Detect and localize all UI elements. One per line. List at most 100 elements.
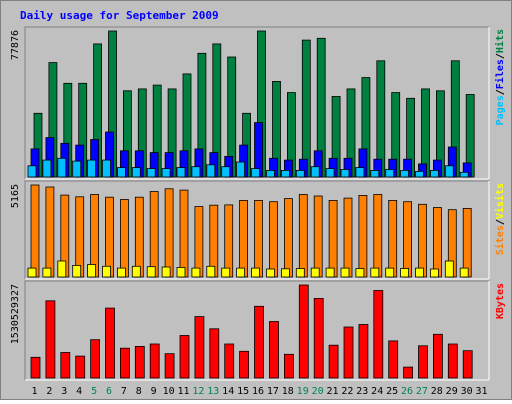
series-pages [27, 157, 469, 178]
bar-visits-15 [239, 199, 249, 278]
hits-files-pages-ymax-label: 77876 [10, 30, 21, 60]
bar-sites-5 [87, 264, 96, 278]
bar-sites-25 [385, 267, 395, 278]
x-axis-labels: 1 2 3 4 5 6 7 8 9 10 11 12 13 14 15 16 17 18 19 20 21 22 23 24 2… [31, 386, 487, 397]
x-label-day-30: 30 [461, 386, 473, 397]
bar-kbytes-19 [298, 284, 309, 379]
legend-item-sites: Sites [494, 225, 506, 255]
series-kbytes [30, 284, 473, 379]
bar-kbytes-28 [432, 333, 443, 379]
bar-kbytes-17 [269, 321, 279, 379]
bar-sites-24 [370, 267, 380, 278]
bar-pages-29 [444, 165, 454, 178]
bar-kbytes-15 [239, 350, 250, 379]
x-label-day-12: 12 [192, 386, 204, 397]
bar-pages-14 [221, 166, 231, 178]
bar-visits-17 [269, 201, 278, 278]
bar-kbytes-10 [164, 353, 175, 379]
bar-kbytes-21 [328, 344, 339, 379]
bar-visits-1 [30, 184, 40, 278]
bar-visits-2 [45, 186, 55, 278]
bar-kbytes-7 [120, 347, 130, 379]
bar-kbytes-5 [90, 339, 100, 379]
x-label-day-15: 15 [237, 386, 249, 397]
bar-kbytes-30 [462, 350, 473, 379]
x-label-day-24: 24 [371, 386, 383, 397]
bar-pages-22 [340, 169, 350, 178]
bar-kbytes-14 [224, 343, 235, 379]
legend-item-slash: / [495, 219, 506, 225]
x-label-day-25: 25 [386, 386, 398, 397]
x-label-day-20: 20 [312, 386, 324, 397]
bar-sites-18 [280, 268, 290, 278]
bar-pages-4 [72, 160, 82, 178]
x-label-day-7: 7 [121, 386, 127, 397]
legend-item-hits: Hits [494, 29, 506, 53]
bar-visits-27 [418, 203, 427, 278]
bar-pages-18 [280, 169, 290, 178]
x-label-day-19: 19 [297, 386, 309, 397]
bar-pages-2 [42, 159, 52, 178]
x-label-day-27: 27 [416, 386, 428, 397]
x-label-day-16: 16 [252, 386, 264, 397]
bar-sites-4 [72, 264, 82, 278]
bar-visits-21 [328, 199, 338, 278]
bar-sites-15 [236, 267, 246, 278]
bar-visits-19 [298, 194, 308, 278]
bar-sites-1 [27, 267, 37, 278]
kbytes-ymax-label: 1530529327 [10, 284, 21, 344]
legend-item-files: Files [494, 59, 506, 89]
chart-panels: 77876Pages/Files/Hits5165Sites/Visits153… [10, 26, 506, 381]
bar-pages-11 [176, 167, 186, 178]
bar-sites-13 [206, 265, 216, 278]
bar-kbytes-18 [283, 353, 294, 379]
bar-kbytes-20 [313, 297, 324, 379]
bar-visits-14 [224, 204, 234, 278]
bar-pages-16 [251, 168, 260, 178]
x-label-day-17: 17 [267, 386, 279, 397]
series-visits [30, 184, 472, 278]
bar-kbytes-4 [75, 355, 86, 379]
bar-kbytes-11 [179, 335, 190, 379]
bar-sites-16 [251, 267, 260, 278]
bar-sites-20 [310, 267, 320, 278]
bar-pages-28 [429, 169, 439, 178]
x-label-day-5: 5 [91, 386, 97, 397]
bar-visits-8 [134, 196, 144, 278]
bar-pages-25 [385, 169, 395, 178]
bar-kbytes-3 [60, 352, 71, 379]
bar-kbytes-22 [343, 326, 354, 379]
bar-pages-5 [87, 159, 96, 178]
x-label-day-22: 22 [341, 386, 353, 397]
bar-kbytes-13 [209, 328, 220, 379]
bar-kbytes-9 [149, 343, 160, 379]
bar-kbytes-27 [418, 345, 428, 379]
bar-sites-8 [131, 265, 141, 278]
bar-visits-10 [164, 188, 174, 278]
x-label-day-28: 28 [431, 386, 443, 397]
x-label-day-1: 1 [31, 386, 37, 397]
bar-visits-7 [120, 199, 129, 278]
bar-visits-11 [179, 189, 189, 278]
bar-visits-30 [462, 207, 472, 278]
bar-visits-26 [403, 201, 413, 278]
bar-sites-21 [325, 267, 335, 278]
bar-pages-12 [191, 166, 201, 178]
x-label-day-31: 31 [475, 386, 487, 397]
bar-sites-17 [266, 268, 275, 278]
legend-item-visits: Visits [494, 183, 506, 219]
kbytes-panel: 1530529327 KBytes [10, 280, 506, 381]
x-label-day-9: 9 [151, 386, 157, 397]
chart-title: Daily usage for September 2009 [20, 9, 219, 22]
x-label-day-6: 6 [106, 386, 112, 397]
bar-pages-21 [325, 168, 335, 178]
bar-kbytes-8 [134, 345, 145, 379]
bar-sites-19 [295, 268, 305, 278]
x-label-day-10: 10 [163, 386, 175, 397]
bar-pages-17 [266, 169, 275, 178]
bar-visits-6 [105, 196, 114, 278]
bar-pages-23 [355, 167, 365, 178]
bar-kbytes-16 [254, 305, 264, 379]
